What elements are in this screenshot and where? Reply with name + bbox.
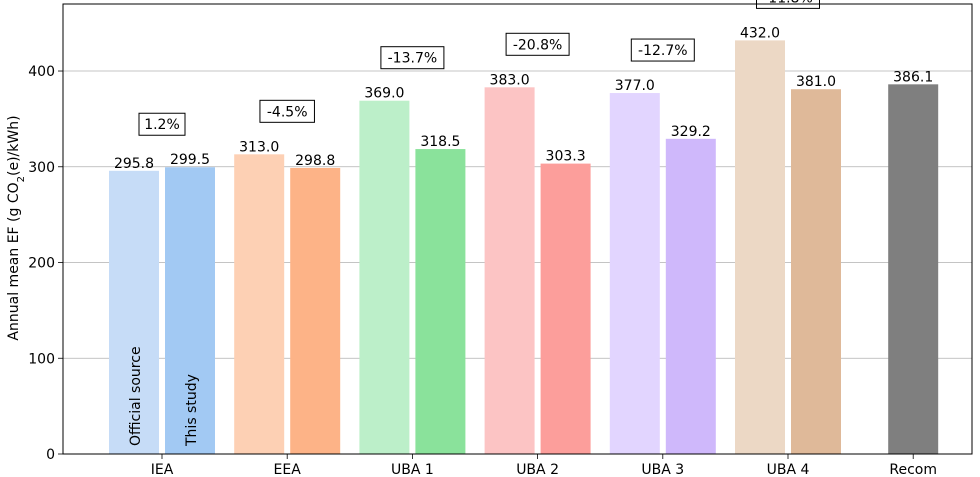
y-axis-label-end: (e)/kWh) xyxy=(6,115,22,176)
bar-study-1 xyxy=(290,167,341,454)
difference-label-3: -20.8% xyxy=(513,37,563,53)
difference-label-4: -12.7% xyxy=(638,43,688,59)
value-label-official-2: 369.0 xyxy=(364,86,404,102)
plot-frame xyxy=(62,3,973,455)
bar-study-2 xyxy=(415,149,466,454)
bar-official-2 xyxy=(359,100,410,455)
value-label-study-6: 386.1 xyxy=(893,69,933,85)
value-label-study-0: 299.5 xyxy=(170,152,210,168)
value-label-official-1: 313.0 xyxy=(239,139,279,155)
difference-box-3 xyxy=(505,32,570,56)
axes: IEA EEA UBA 1 UBA 2 UBA 3 UBA 4 Recom 0 100 200 30… xyxy=(28,3,973,477)
difference-box-0 xyxy=(138,112,186,136)
y-axis-label-main: Annual mean EF (g CO xyxy=(6,182,22,340)
bar-official-3 xyxy=(484,87,535,454)
value-labels: 295.8 299.5 1.2% 313.0 298.8 -4.5% 369.0 318.5 -… xyxy=(114,0,933,447)
bar-official-1 xyxy=(234,154,285,454)
x-tick-label-5: UBA 4 xyxy=(767,462,810,477)
y-axis-label: Annual mean EF (g CO2(e)/kWh) xyxy=(6,115,27,340)
x-tick-label-1: EEA xyxy=(274,462,302,477)
x-tick-label-2: UBA 1 xyxy=(391,462,434,477)
value-label-official-5: 432.0 xyxy=(740,25,780,41)
value-label-study-5: 381.0 xyxy=(796,74,836,90)
bar-official-0 xyxy=(109,170,159,454)
bar-study-4 xyxy=(665,138,716,454)
difference-box-2 xyxy=(380,46,445,70)
y-tick-label-0: 0 xyxy=(46,447,55,463)
bar-study-6 xyxy=(888,84,939,455)
x-tick-label-6: Recom xyxy=(889,462,937,477)
bar-official-4 xyxy=(609,93,660,455)
difference-label-2: -13.7% xyxy=(388,51,438,67)
annotation-this-study: This study xyxy=(184,374,200,447)
bars xyxy=(109,40,939,455)
x-tick-label-0: IEA xyxy=(151,462,174,477)
value-label-study-3: 303.3 xyxy=(546,149,586,165)
value-label-official-0: 295.8 xyxy=(114,156,154,172)
annotation-official-source: Official source xyxy=(128,346,144,446)
value-label-study-4: 329.2 xyxy=(671,124,711,140)
value-label-official-3: 383.0 xyxy=(490,72,530,88)
y-tick-label-400: 400 xyxy=(28,64,55,80)
bar-official-5 xyxy=(735,40,785,454)
y-tick-label-300: 300 xyxy=(28,160,55,176)
difference-box-1 xyxy=(259,99,315,123)
bar-study-3 xyxy=(540,163,591,454)
value-label-study-1: 298.8 xyxy=(295,153,335,169)
bar-study-5 xyxy=(791,89,841,454)
value-label-official-4: 377.0 xyxy=(615,78,655,94)
difference-label-0: 1.2% xyxy=(144,117,180,133)
difference-label-1: -4.5% xyxy=(267,104,308,120)
y-tick-label-200: 200 xyxy=(28,256,55,272)
y-tick-label-100: 100 xyxy=(28,351,55,367)
y-axis-label-subscript: 2 xyxy=(16,176,27,182)
difference-box-4 xyxy=(630,38,695,62)
x-tick-label-4: UBA 3 xyxy=(641,462,684,477)
bar-study-0 xyxy=(165,167,215,454)
value-label-study-2: 318.5 xyxy=(420,134,460,150)
x-tick-label-3: UBA 2 xyxy=(516,462,559,477)
difference-label-5: -11.8% xyxy=(763,0,813,6)
